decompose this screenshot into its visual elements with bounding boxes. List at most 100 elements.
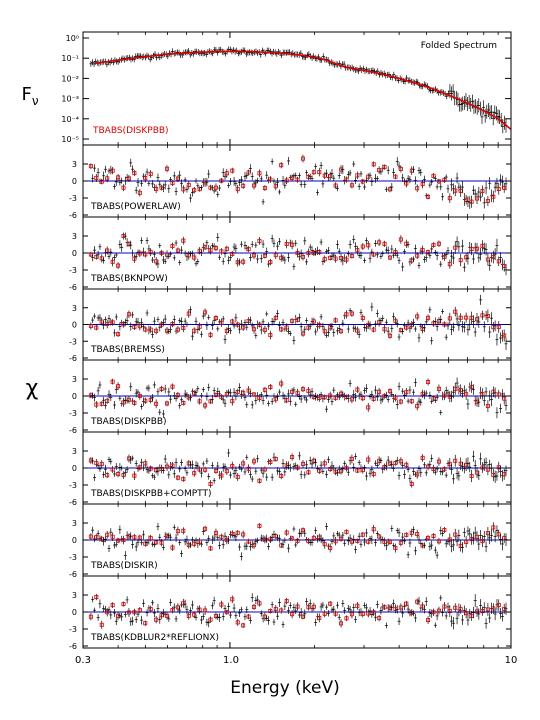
residual-point <box>262 186 267 191</box>
residual-point <box>284 530 289 535</box>
residual-point <box>453 245 458 250</box>
residual-point <box>143 398 148 403</box>
residual-point <box>366 457 371 462</box>
residual-point <box>230 251 235 256</box>
residual-point <box>252 327 257 332</box>
residual-point <box>105 322 110 327</box>
residual-point <box>219 320 224 325</box>
residual-point <box>279 608 284 613</box>
residual-point <box>105 532 110 537</box>
residual-point <box>355 468 360 473</box>
residual-point <box>268 333 273 338</box>
residual-point <box>371 472 376 477</box>
residual-point <box>398 459 403 464</box>
residual-point <box>300 461 305 466</box>
residual-point <box>502 333 507 338</box>
residual-point <box>475 534 480 539</box>
residual-point <box>387 389 392 394</box>
residual-point <box>426 535 431 540</box>
residual-point <box>436 241 441 246</box>
residual-point <box>426 380 431 385</box>
residual-ytick-label: 0 <box>72 608 77 617</box>
spectrum-model-line <box>94 50 512 131</box>
residual-point <box>197 399 202 404</box>
residual-point <box>203 310 208 315</box>
residual-point <box>148 250 153 255</box>
residual-point <box>94 402 99 407</box>
xtick-label-2: 10 <box>505 655 518 666</box>
residual-point <box>192 541 197 546</box>
residual-point <box>398 237 403 242</box>
residual-point <box>99 462 104 467</box>
residual-point <box>284 241 289 246</box>
residual-point <box>137 251 142 256</box>
residual-point <box>203 526 208 531</box>
residual-point <box>213 530 218 535</box>
residual-point <box>143 252 148 257</box>
residual-point <box>431 534 436 539</box>
residual-point <box>273 315 278 320</box>
residual-point <box>110 603 115 608</box>
residual-point <box>295 250 300 255</box>
residual-point <box>453 386 458 391</box>
residual-point <box>317 250 322 255</box>
residual-point <box>339 329 344 334</box>
residual-point <box>502 396 507 401</box>
residual-point <box>469 474 474 479</box>
residual-point <box>344 529 349 534</box>
residual-point <box>99 179 104 184</box>
residual-point <box>165 166 170 171</box>
residual-point <box>159 386 164 391</box>
residual-point <box>371 527 376 532</box>
residual-point <box>132 535 137 540</box>
residual-point <box>485 607 490 612</box>
residual-ytick-label: -3 <box>69 481 77 490</box>
residual-ytick-label: 0 <box>72 392 77 401</box>
residual-point <box>300 156 305 161</box>
residual-point <box>458 258 463 263</box>
residual-point <box>154 401 159 406</box>
spectrum-ytick-label: 10⁻¹ <box>61 54 79 63</box>
residual-point <box>154 186 159 191</box>
residual-point <box>426 194 431 199</box>
residual-point <box>393 395 398 400</box>
residual-point <box>496 603 501 608</box>
residual-point <box>121 538 126 543</box>
residual-ytick-label: -6 <box>69 498 77 507</box>
residual-point <box>453 605 458 610</box>
residual-point <box>496 392 501 397</box>
residual-point <box>398 399 403 404</box>
residual-point <box>491 525 496 530</box>
residual-point <box>175 327 180 332</box>
residual-point <box>415 532 420 537</box>
residual-point <box>262 253 267 258</box>
residual-point <box>349 183 354 188</box>
residual-point <box>235 389 240 394</box>
residual-point <box>333 539 338 544</box>
residual-point <box>475 246 480 251</box>
residual-point <box>404 532 409 537</box>
frames <box>82 31 512 649</box>
residual-ytick-label: -3 <box>69 337 77 346</box>
residual-point <box>464 392 469 397</box>
residual-point <box>387 333 392 338</box>
spectrum-model-label: TBABS(DISKPBB) <box>92 126 169 136</box>
residual-point <box>192 471 197 476</box>
residual-point <box>181 325 186 330</box>
residual-point <box>246 539 251 544</box>
residual-point <box>284 178 289 183</box>
residual-point <box>420 248 425 253</box>
residual-point <box>295 177 300 182</box>
residual-point <box>295 604 300 609</box>
residual-point <box>322 461 327 466</box>
residual-point <box>366 405 371 410</box>
residual-point <box>241 259 246 264</box>
residual-ytick-label: -6 <box>69 426 77 435</box>
residual-point <box>181 238 186 243</box>
residual-point <box>159 250 164 255</box>
residual-point <box>311 319 316 324</box>
residual-point <box>317 323 322 328</box>
residual-point <box>268 608 273 613</box>
residual-point <box>197 324 202 329</box>
residual-point <box>137 190 142 195</box>
